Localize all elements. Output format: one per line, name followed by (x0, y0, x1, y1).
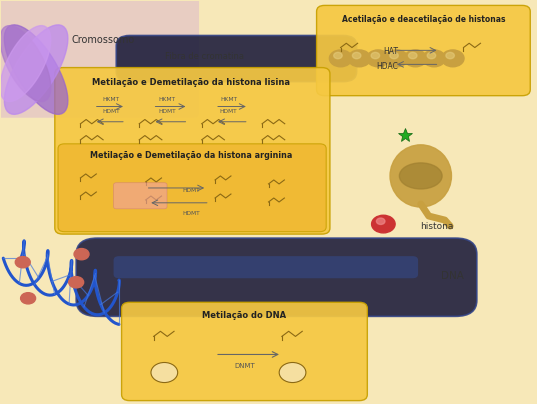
Circle shape (333, 53, 342, 59)
Text: Cromossomo: Cromossomo (71, 34, 134, 44)
Ellipse shape (390, 145, 452, 207)
FancyBboxPatch shape (116, 36, 357, 82)
Circle shape (409, 53, 417, 59)
Text: HKMT: HKMT (103, 97, 119, 102)
Circle shape (69, 277, 84, 288)
Circle shape (386, 50, 408, 67)
FancyBboxPatch shape (0, 0, 199, 118)
Text: HDMT: HDMT (182, 188, 200, 193)
Circle shape (15, 257, 30, 268)
Circle shape (348, 50, 371, 67)
FancyBboxPatch shape (58, 144, 326, 231)
FancyBboxPatch shape (114, 256, 418, 278)
Text: HDMT: HDMT (158, 109, 176, 114)
Circle shape (329, 50, 352, 67)
Text: HKMT: HKMT (220, 97, 237, 102)
Text: HDAC: HDAC (376, 62, 398, 71)
Polygon shape (4, 25, 68, 114)
Circle shape (427, 53, 436, 59)
Circle shape (376, 218, 385, 225)
Text: HDMT: HDMT (182, 211, 200, 216)
Text: HDMT: HDMT (102, 109, 120, 114)
Circle shape (352, 53, 361, 59)
FancyBboxPatch shape (317, 5, 530, 96)
Polygon shape (0, 25, 51, 101)
FancyBboxPatch shape (114, 183, 167, 209)
Circle shape (441, 50, 464, 67)
Circle shape (423, 50, 445, 67)
Text: Metilação do DNA: Metilação do DNA (202, 311, 287, 320)
Text: Metilação e Demetilação da histona arginina: Metilação e Demetilação da histona argin… (90, 152, 292, 160)
Circle shape (151, 362, 178, 383)
Text: Fibra de cromatina: Fibra de cromatina (165, 52, 244, 61)
Polygon shape (4, 25, 68, 114)
Circle shape (404, 50, 426, 67)
FancyBboxPatch shape (121, 302, 367, 401)
Text: DNA: DNA (441, 271, 465, 281)
Circle shape (372, 215, 395, 233)
FancyBboxPatch shape (76, 238, 477, 316)
Text: Acetilação e deacetilação de histonas: Acetilação e deacetilação de histonas (342, 15, 505, 24)
Circle shape (371, 53, 380, 59)
Circle shape (279, 362, 306, 383)
Polygon shape (0, 25, 51, 101)
Circle shape (367, 50, 389, 67)
Circle shape (390, 53, 398, 59)
Circle shape (74, 248, 89, 260)
Text: Metilação e Demetilação da histona lisina: Metilação e Demetilação da histona lisin… (92, 78, 290, 87)
Ellipse shape (400, 163, 442, 189)
Circle shape (446, 53, 454, 59)
Text: HAT: HAT (383, 47, 398, 56)
Circle shape (20, 292, 35, 304)
FancyBboxPatch shape (55, 67, 330, 234)
Text: HKMT: HKMT (158, 97, 176, 102)
Text: HDMT: HDMT (220, 109, 237, 114)
Text: histona: histona (420, 221, 453, 231)
Text: DNMT: DNMT (234, 363, 255, 369)
